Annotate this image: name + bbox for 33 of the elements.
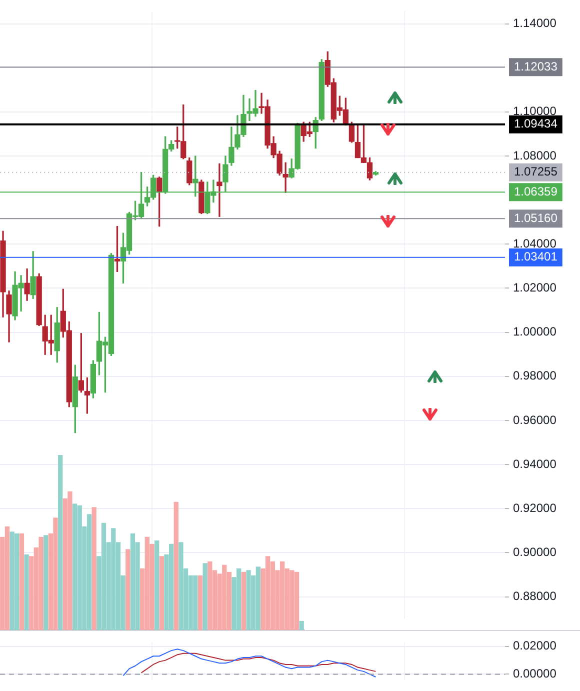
y-tick-label: 0.02000 — [513, 638, 557, 653]
y-tick-label: 1.00000 — [513, 324, 557, 339]
bar — [202, 563, 208, 630]
y-tick-label: 0.90000 — [513, 544, 557, 559]
bar — [159, 556, 164, 630]
bar — [154, 540, 160, 630]
y-tick-label: 1.04000 — [513, 236, 557, 250]
ref-line-label: 1.09434 — [514, 116, 558, 131]
bar — [19, 533, 24, 630]
bar — [241, 572, 246, 630]
bar — [24, 554, 29, 630]
bar — [174, 502, 178, 630]
y-tick-label: 0.94000 — [513, 456, 557, 471]
y-tick-label: 1.08000 — [513, 148, 557, 162]
y-tick-label: 1.14000 — [513, 16, 557, 30]
ref-line-label: 1.07255 — [514, 164, 558, 179]
ref-line-label: 1.12033 — [514, 59, 558, 74]
bar — [58, 455, 63, 630]
y-tick-label: 0.98000 — [513, 368, 557, 383]
y-tick-label: 0.96000 — [513, 412, 557, 427]
bar — [92, 507, 96, 630]
y-tick-label: 0.92000 — [513, 500, 557, 515]
bar — [126, 549, 130, 630]
y-tick-label: 1.02000 — [513, 280, 557, 295]
bar — [299, 620, 304, 630]
y-tick-label: 0.88000 — [513, 589, 557, 604]
ref-line-label: 1.06359 — [514, 184, 558, 198]
ref-line-label: 1.03401 — [514, 250, 558, 264]
y-tick-label: 1.10000 — [513, 104, 557, 118]
bar — [44, 535, 48, 630]
y-tick-label: 0.00000 — [513, 666, 557, 681]
bar — [198, 575, 203, 630]
ref-line-label: 1.05160 — [514, 210, 558, 225]
